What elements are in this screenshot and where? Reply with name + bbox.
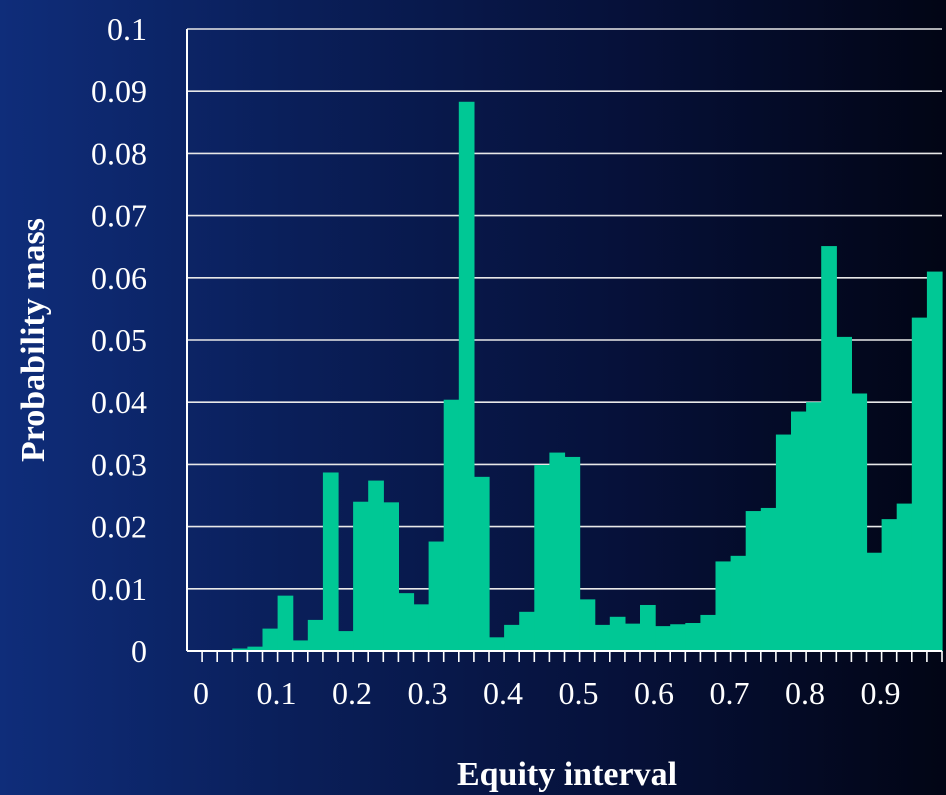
y-tick-label: 0.06 [91,260,147,296]
bar-6 [277,595,294,651]
bar-33 [685,623,701,651]
x-tick-label: 0.3 [408,675,448,711]
bar-48 [911,317,928,651]
x-axis-title: Equity interval [457,756,677,793]
y-axis-title: Probability mass [15,218,52,462]
bar-23 [534,465,550,651]
bar-39 [775,434,792,651]
y-tick-labels: 0 0.01 0.02 0.03 0.04 0.05 0.06 0.07 0.08 0.09 0.1 [91,11,147,669]
bar-15 [413,604,430,651]
bar-25 [564,456,581,651]
y-tick-label: 0.09 [91,73,147,109]
y-tick-label: 0.03 [91,446,147,482]
bars [232,101,943,652]
y-tick-label: 0.04 [91,384,147,420]
x-tick-label: 0.6 [634,675,674,711]
axes [186,29,943,662]
x-tick-label: 0.8 [785,675,825,711]
x-tick-label: 0 [193,675,209,711]
y-tick-label: 0.1 [107,11,147,47]
bar-17 [443,399,460,651]
bar-12 [368,480,384,651]
x-tick-label: 0.9 [861,675,901,711]
x-tick-label: 0.4 [483,675,523,711]
x-tick-label: 0.1 [257,675,297,711]
bar-11 [353,501,369,651]
bar-35 [715,561,732,651]
y-tick-label: 0.08 [91,135,147,171]
bar-27 [594,624,611,651]
bar-43 [836,336,852,651]
bar-32 [670,624,686,651]
bar-3 [232,648,248,651]
bar-36 [730,555,747,651]
y-tick-label: 0.05 [91,322,147,358]
x-tick-label: 0.7 [710,675,750,711]
bar-14 [398,593,415,651]
y-tick-label: 0.07 [91,198,147,234]
bar-46 [881,519,898,651]
x-tick-label: 0.2 [332,675,372,711]
bar-40 [791,411,807,651]
bar-28 [609,616,626,651]
bar-44 [851,393,868,651]
y-tick-label: 0.02 [91,509,147,545]
bar-13 [383,502,399,651]
bar-31 [655,626,671,651]
bar-5 [262,628,279,651]
bar-10 [338,631,354,651]
bar-16 [428,541,445,651]
bar-49 [926,271,943,651]
bar-41 [806,402,822,651]
bar-26 [579,599,596,651]
x-tick-label: 0.5 [559,675,599,711]
bar-37 [745,511,762,651]
bar-20 [489,637,505,651]
y-tick-label: 0 [131,633,147,669]
bar-4 [247,646,264,651]
bar-24 [549,452,566,651]
bar-18 [458,101,475,652]
bar-9 [322,472,339,651]
bar-30 [640,604,656,651]
bar-42 [821,246,837,651]
x-tick-labels: 00.10.20.30.40.50.60.70.80.91 [193,675,901,711]
bar-29 [624,623,641,651]
bar-38 [760,507,777,651]
bar-19 [473,476,490,651]
bar-8 [307,619,324,651]
bar-45 [866,552,883,651]
bar-7 [292,640,309,651]
y-tick-label: 0.01 [91,571,147,607]
gridlines [187,28,942,590]
bar-21 [504,624,520,651]
bar-22 [519,611,535,651]
bar-34 [700,614,717,651]
bar-47 [896,503,913,651]
